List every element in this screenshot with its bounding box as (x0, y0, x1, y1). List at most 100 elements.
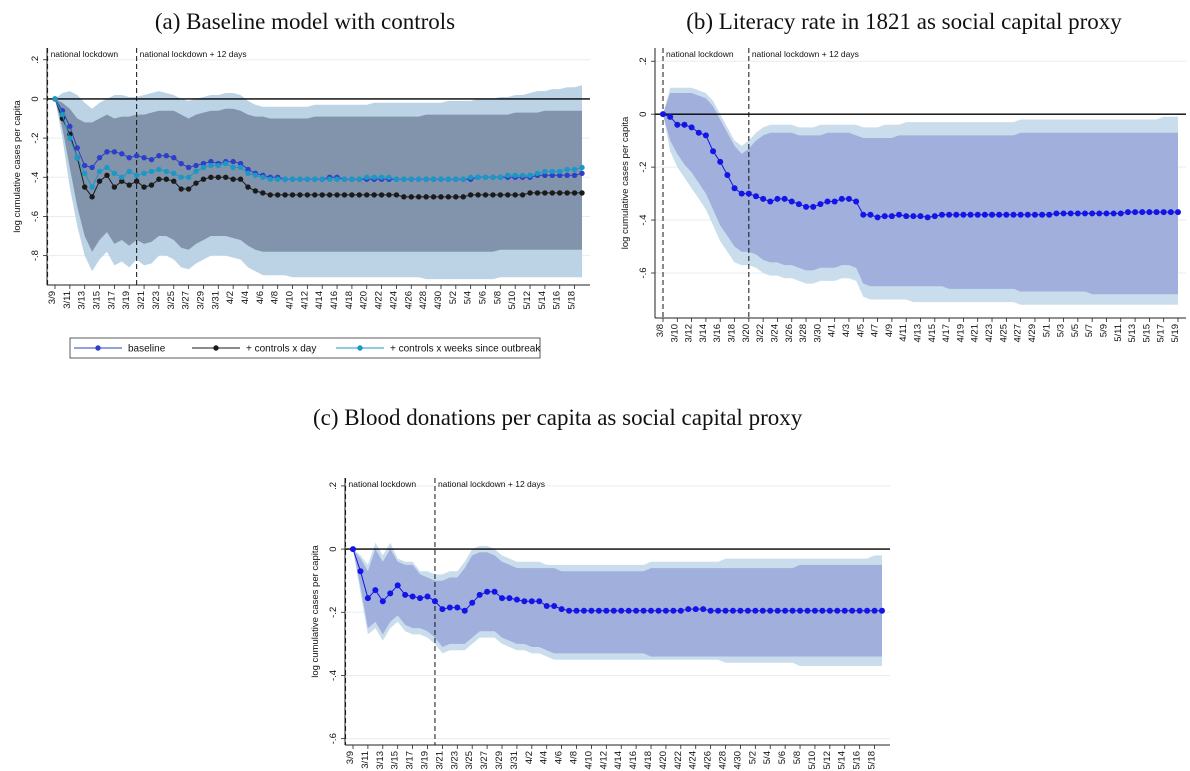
data-point (695, 129, 702, 136)
x-tick-label: 4/19 (955, 324, 966, 343)
x-tick-label: 4/24 (388, 291, 399, 310)
data-point (408, 176, 414, 182)
data-point (289, 176, 296, 182)
data-point (126, 168, 132, 175)
event-label: national lockdown (349, 479, 417, 489)
y-tick-label: -.2 (638, 162, 649, 173)
data-point (185, 164, 192, 171)
x-tick-label: 4/26 (703, 751, 714, 770)
data-point (267, 192, 273, 198)
data-point (74, 145, 80, 151)
data-point (200, 160, 207, 167)
data-point (536, 598, 543, 605)
data-point (133, 153, 140, 159)
y-tick-label: -.6 (328, 733, 339, 744)
data-point (89, 194, 95, 200)
event-label: national lockdown (51, 49, 119, 59)
data-point (579, 190, 585, 196)
data-point (505, 172, 511, 179)
y-axis-label: log cumulative cases per capita (620, 116, 631, 249)
data-point (245, 170, 251, 177)
data-point (512, 172, 518, 179)
data-point (476, 591, 483, 598)
data-point (795, 201, 802, 208)
data-point (542, 168, 548, 175)
x-tick-label: 3/24 (769, 324, 780, 343)
x-tick-label: 5/16 (552, 291, 563, 310)
x-tick-label: 3/13 (375, 751, 386, 770)
x-tick-label: 4/26 (403, 291, 414, 310)
data-point (521, 598, 528, 605)
x-tick-label: 3/25 (464, 751, 475, 770)
data-point (439, 606, 446, 613)
x-tick-label: 5/13 (1127, 324, 1138, 343)
data-point (185, 186, 192, 192)
x-tick-label: 5/6 (478, 291, 489, 304)
x-tick-label: 4/6 (255, 291, 266, 304)
x-tick-label: 5/12 (522, 291, 533, 310)
x-tick-label: 5/2 (747, 751, 758, 764)
data-point (445, 176, 452, 182)
x-tick-label: 4/3 (841, 324, 852, 337)
event-label: national lockdown + 12 days (140, 49, 247, 59)
panel-title: (b) Literacy rate in 1821 as social capi… (686, 9, 1122, 34)
y-tick-label: -.4 (30, 172, 41, 183)
data-point (133, 172, 140, 179)
data-point (967, 211, 974, 218)
data-point (446, 604, 453, 611)
data-point (681, 121, 688, 128)
y-tick-label: .2 (638, 57, 649, 65)
data-point (208, 158, 214, 165)
data-point (454, 604, 461, 611)
data-point (1153, 209, 1160, 216)
data-point (981, 211, 988, 218)
data-point (260, 190, 266, 196)
data-point (1096, 210, 1103, 217)
data-point (811, 607, 818, 614)
data-point (824, 198, 831, 205)
x-tick-label: 4/29 (1027, 324, 1038, 343)
data-point (119, 151, 125, 157)
data-point (417, 595, 424, 602)
x-tick-label: 4/14 (613, 751, 624, 770)
x-tick-label: 4/8 (569, 751, 580, 764)
y-tick-label: -.6 (638, 267, 649, 278)
data-point (356, 176, 363, 182)
y-tick-label: -.4 (638, 215, 649, 226)
data-point (453, 176, 459, 182)
data-point (460, 194, 466, 200)
data-point (394, 582, 401, 589)
data-point (193, 168, 199, 175)
x-tick-label: 3/16 (712, 324, 723, 343)
x-tick-label: 4/27 (1013, 324, 1024, 343)
data-point (506, 595, 513, 602)
x-tick-label: 3/29 (195, 291, 206, 310)
x-tick-label: 4/22 (673, 751, 684, 770)
data-point (810, 203, 817, 210)
data-point (200, 164, 207, 171)
data-point (534, 190, 541, 196)
data-point (297, 176, 303, 182)
x-tick-label: 3/23 (449, 751, 460, 770)
x-tick-label: 5/19 (1170, 324, 1181, 343)
x-tick-label: 3/21 (434, 751, 445, 770)
data-point (326, 192, 333, 198)
data-point (610, 607, 617, 614)
x-tick-label: 3/11 (360, 751, 371, 769)
data-point (371, 174, 377, 180)
data-point (208, 174, 214, 180)
data-point (826, 607, 833, 614)
data-point (579, 170, 585, 177)
data-point (126, 154, 132, 161)
data-point (357, 568, 364, 575)
data-point (326, 176, 333, 182)
data-point (1132, 209, 1139, 216)
data-point (640, 607, 647, 614)
x-tick-label: 5/4 (463, 291, 474, 304)
data-point (208, 162, 214, 169)
x-tick-label: 5/10 (507, 291, 518, 310)
legend-box (69, 337, 541, 359)
data-point (660, 111, 666, 118)
data-point (557, 172, 563, 179)
